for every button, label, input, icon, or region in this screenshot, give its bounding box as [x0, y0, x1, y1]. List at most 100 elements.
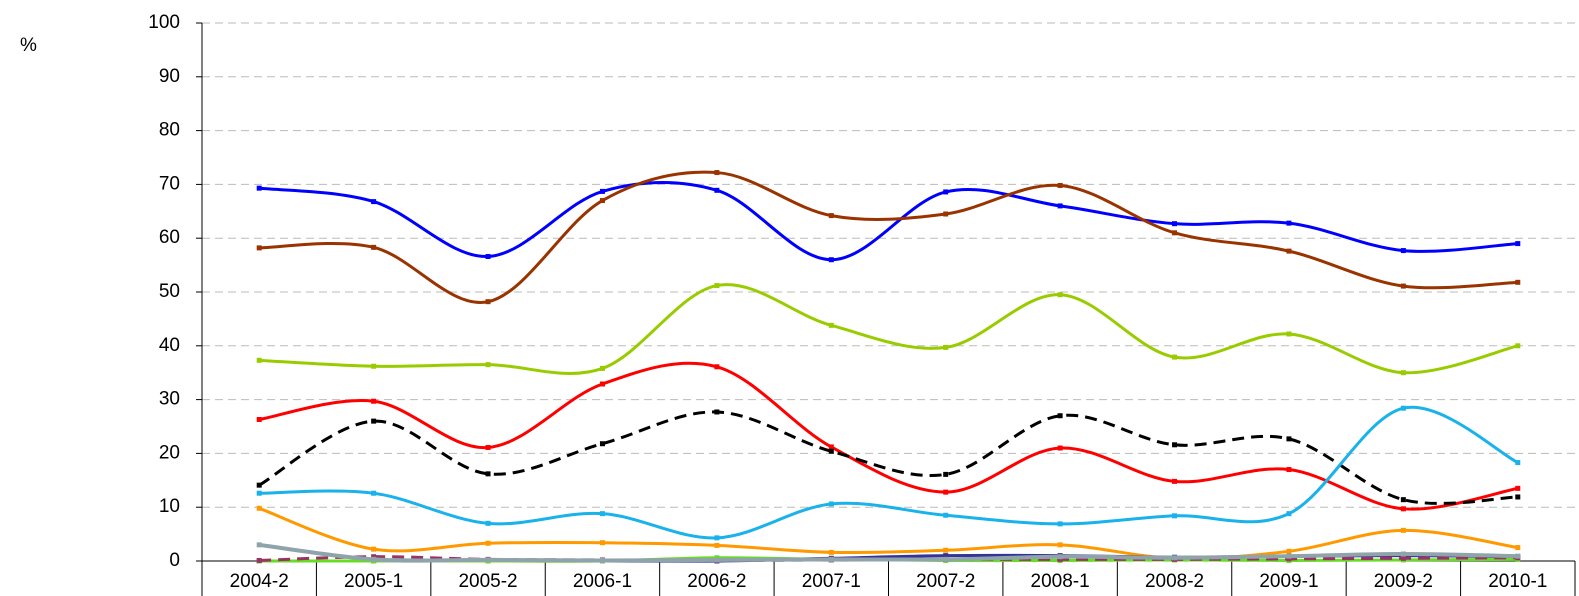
point-marker [371, 490, 377, 496]
point-marker [828, 213, 834, 219]
point-marker [1400, 370, 1406, 376]
point-marker [371, 199, 377, 205]
point-marker [256, 490, 262, 496]
point-marker [1400, 497, 1406, 503]
series-line [259, 180, 1518, 262]
point-marker [828, 444, 834, 450]
series-line [258, 506, 1519, 560]
y-tick-label: 50 [159, 281, 180, 302]
point-marker [1286, 467, 1292, 473]
point-marker [599, 557, 605, 563]
y-tick-label: 100 [148, 12, 180, 33]
point-marker [599, 188, 605, 194]
point-marker [485, 540, 491, 546]
y-tick-label: 10 [159, 496, 180, 517]
point-marker [256, 557, 262, 563]
x-tick-label: 2008-2 [1145, 571, 1204, 592]
point-marker [485, 520, 491, 526]
point-marker [599, 381, 605, 387]
series-line [258, 410, 1518, 505]
point-marker [1286, 248, 1292, 254]
y-tick-label: 20 [159, 442, 180, 463]
point-marker [828, 549, 834, 555]
y-tick-label: 0 [169, 550, 180, 571]
point-marker [943, 471, 949, 477]
point-marker [371, 546, 377, 552]
point-marker [256, 505, 262, 511]
point-marker [1057, 556, 1063, 562]
point-marker [1172, 513, 1178, 519]
point-marker [943, 189, 949, 195]
y-axis-label: % [20, 35, 37, 56]
y-tick-label: 40 [159, 335, 180, 356]
point-marker [1515, 553, 1521, 559]
point-marker [1286, 556, 1292, 562]
x-tick-label: 2008-1 [1031, 571, 1090, 592]
point-marker [1515, 485, 1521, 491]
point-marker [1400, 405, 1406, 411]
point-marker [714, 364, 720, 370]
point-marker [599, 540, 605, 546]
point-marker [1400, 527, 1406, 533]
point-marker [714, 409, 720, 415]
point-marker [943, 547, 949, 553]
point-marker [714, 283, 720, 289]
point-marker [256, 357, 262, 363]
point-marker [1057, 182, 1063, 188]
x-tick-label: 2007-2 [916, 571, 975, 592]
point-marker [828, 501, 834, 507]
point-marker [1057, 203, 1063, 209]
point-marker [1515, 460, 1521, 466]
point-marker [371, 554, 377, 560]
point-marker [943, 512, 949, 518]
point-marker [1172, 354, 1178, 360]
y-tick-label: 80 [159, 120, 180, 141]
point-marker [1057, 521, 1063, 527]
point-marker [714, 170, 720, 176]
x-tick-label: 2005-2 [458, 571, 517, 592]
y-tick-label: 30 [159, 389, 180, 410]
point-marker [371, 556, 377, 562]
y-tick-label: 90 [159, 66, 180, 87]
point-marker [1400, 283, 1406, 289]
point-marker [256, 417, 262, 423]
y-tick-label: 60 [159, 227, 180, 248]
point-marker [1057, 542, 1063, 548]
x-tick-label: 2009-2 [1374, 571, 1433, 592]
point-marker [943, 489, 949, 495]
point-marker [828, 322, 834, 328]
point-marker [485, 362, 491, 368]
series-line [258, 542, 1518, 563]
point-marker [371, 244, 377, 250]
point-marker [1057, 413, 1063, 419]
series-line [258, 361, 1519, 511]
x-tick-label: 2009-1 [1259, 571, 1318, 592]
point-marker [1400, 551, 1406, 557]
point-marker [714, 535, 720, 541]
point-marker [1286, 511, 1292, 517]
point-marker [1286, 331, 1292, 337]
point-marker [485, 557, 491, 563]
point-marker [599, 365, 605, 371]
point-marker [599, 441, 605, 447]
point-marker [371, 363, 377, 369]
point-marker [1286, 553, 1292, 559]
point-marker [714, 557, 720, 563]
point-marker [1172, 478, 1178, 484]
point-marker [943, 553, 949, 559]
point-marker [828, 556, 834, 562]
point-marker [1515, 494, 1521, 500]
point-marker [1172, 221, 1178, 227]
point-marker [485, 471, 491, 477]
point-marker [485, 444, 491, 450]
x-tick-label: 2005-1 [344, 571, 403, 592]
point-marker [599, 198, 605, 204]
point-marker [1400, 506, 1406, 512]
point-marker [256, 245, 262, 251]
series-line [259, 283, 1519, 375]
x-tick-label: 2006-1 [573, 571, 632, 592]
point-marker [256, 482, 262, 488]
point-marker [256, 185, 262, 191]
point-marker [1515, 343, 1521, 349]
